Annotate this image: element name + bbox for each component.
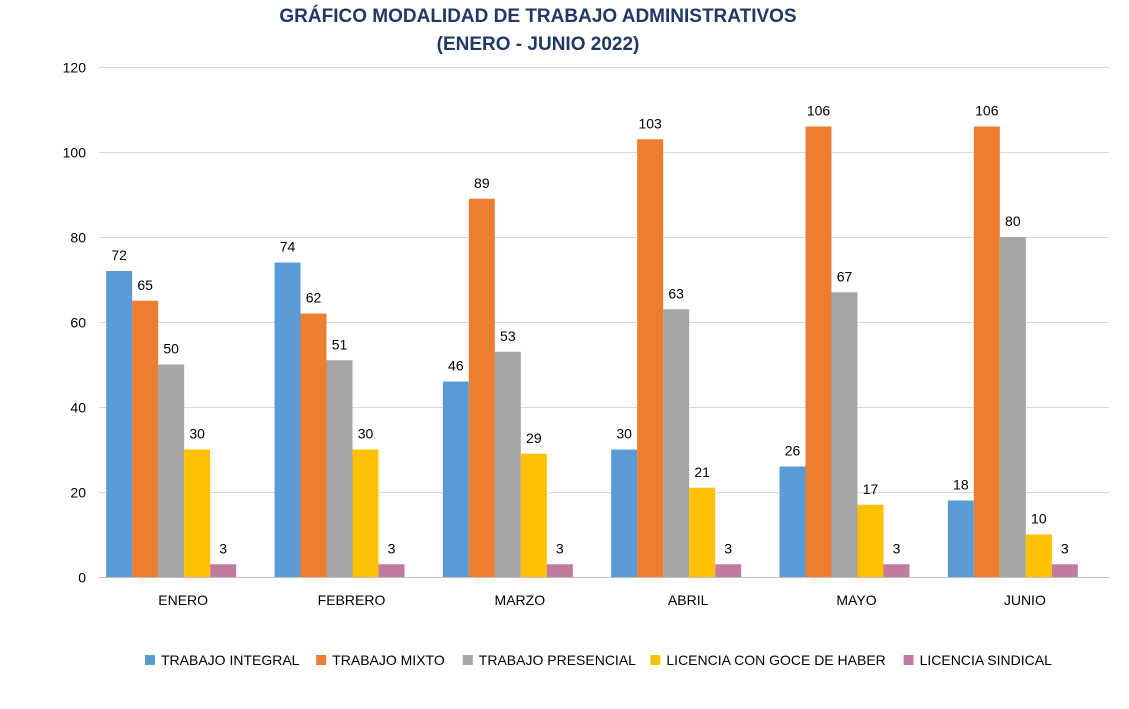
legend: TRABAJO INTEGRAL TRABAJO MIXTO TRABAJO PRE… [145,652,1052,668]
legend-label: TRABAJO INTEGRAL [161,652,300,668]
data-label: 106 [975,103,999,119]
bar [637,139,664,577]
data-label: 29 [526,430,542,446]
data-label: 62 [306,290,322,306]
legend-label: TRABAJO PRESENCIAL [479,652,636,668]
data-label: 80 [1005,213,1021,229]
bar [300,313,327,577]
bar [442,381,469,577]
bar [210,564,237,577]
y-tick-label: 60 [70,315,86,331]
data-label: 63 [668,285,684,301]
bar [274,262,301,577]
axes: 0 20 40 60 80 100 120 ENERO FEBRERO MARZO ABRIL MAY… [63,60,1109,608]
bar [468,198,495,577]
x-tick-label: JUNIO [1004,592,1046,608]
data-label: 30 [358,426,374,442]
chart-subtitle: (ENERO - JUNIO 2022) [436,34,640,55]
bar [947,500,974,577]
bar [184,449,211,577]
bar [857,504,884,577]
data-label: 67 [837,268,853,284]
data-label: 106 [807,103,831,119]
x-tick-label: MARZO [495,592,546,608]
data-label: 103 [638,115,662,131]
legend-swatch [903,655,914,665]
y-tick-label: 120 [63,60,87,76]
y-tick-label: 40 [70,400,86,416]
bar [546,564,573,577]
data-label: 17 [863,481,879,497]
bar [494,351,521,577]
x-tick-label: ABRIL [668,592,709,608]
data-label: 74 [280,239,296,255]
data-label: 89 [474,175,490,191]
chart-title: GRÁFICO MODALIDAD DE TRABAJO ADMINISTRAT… [279,6,797,27]
bar [1025,534,1052,577]
bar [831,292,858,577]
legend-swatch [650,655,661,665]
legend-swatch [316,655,327,665]
bar [611,449,638,577]
bar [689,487,716,577]
data-label: 30 [616,426,632,442]
data-label: 10 [1031,511,1047,527]
data-label: 3 [1061,540,1069,556]
bar [779,466,806,577]
data-label: 51 [332,336,348,352]
bar [352,449,379,577]
legend-label: TRABAJO MIXTO [332,652,445,668]
bar [1051,564,1078,577]
bars [106,126,1078,577]
bar [132,300,159,577]
bar [663,309,690,577]
data-label: 3 [724,540,732,556]
bar [805,126,832,577]
y-tick-label: 0 [78,570,86,586]
y-tick-label: 100 [63,145,87,161]
bar [999,237,1026,577]
data-label: 30 [189,426,205,442]
legend-swatch [145,655,155,665]
data-label: 3 [388,540,396,556]
x-tick-label: ENERO [158,592,208,608]
gridlines [99,67,1109,493]
bar [883,564,910,577]
x-tick-label: FEBRERO [318,592,386,608]
data-label: 3 [556,540,564,556]
data-label: 21 [694,464,710,480]
data-label: 3 [893,540,901,556]
legend-label: LICENCIA CON GOCE DE HABER [666,652,885,668]
bar [715,564,742,577]
data-label: 72 [111,247,127,263]
bar [106,271,133,577]
data-label: 3 [219,540,227,556]
data-labels: 7265503037462513034689532933010363213261… [111,103,1069,557]
data-label: 46 [448,358,464,374]
data-label: 26 [785,443,801,459]
bar [973,126,1000,577]
bar [158,364,185,577]
data-label: 65 [137,277,153,293]
x-tick-label: MAYO [836,592,876,608]
bar [520,453,547,577]
data-label: 18 [953,477,969,493]
bar [378,564,405,577]
data-label: 50 [163,341,179,357]
bar [326,360,353,577]
data-label: 53 [500,328,516,344]
y-tick-label: 80 [70,230,86,246]
y-tick-label: 20 [70,485,86,501]
legend-label: LICENCIA SINDICAL [920,652,1052,668]
legend-swatch [462,655,473,665]
